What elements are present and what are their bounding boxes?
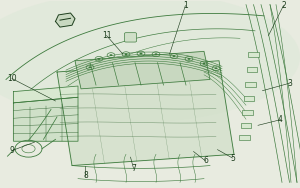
Bar: [242, 110, 253, 115]
Circle shape: [124, 53, 128, 55]
Text: 4: 4: [278, 115, 283, 124]
Text: 2: 2: [281, 1, 286, 10]
Circle shape: [154, 53, 158, 55]
Text: 10: 10: [7, 74, 17, 83]
Text: 5: 5: [230, 154, 235, 163]
Circle shape: [140, 53, 142, 55]
Circle shape: [202, 63, 206, 64]
Polygon shape: [14, 97, 78, 141]
Text: 9: 9: [10, 146, 14, 155]
Circle shape: [110, 54, 112, 56]
Ellipse shape: [0, 0, 300, 123]
Polygon shape: [57, 61, 234, 166]
Text: 1: 1: [183, 1, 188, 10]
Circle shape: [98, 58, 100, 60]
Bar: [239, 135, 250, 140]
Polygon shape: [56, 13, 75, 27]
Bar: [244, 96, 254, 101]
Text: 11: 11: [102, 31, 111, 40]
Circle shape: [188, 58, 190, 60]
Text: 7: 7: [131, 164, 136, 173]
FancyBboxPatch shape: [124, 33, 136, 42]
Circle shape: [214, 67, 218, 69]
Circle shape: [172, 55, 176, 57]
Text: 8: 8: [83, 171, 88, 180]
Text: 6: 6: [203, 156, 208, 165]
Polygon shape: [14, 86, 78, 103]
Circle shape: [88, 66, 92, 68]
Text: 3: 3: [287, 79, 292, 88]
Polygon shape: [75, 51, 210, 89]
Bar: [248, 52, 259, 57]
Bar: [241, 123, 251, 128]
Bar: [245, 82, 256, 87]
Bar: [247, 67, 257, 72]
